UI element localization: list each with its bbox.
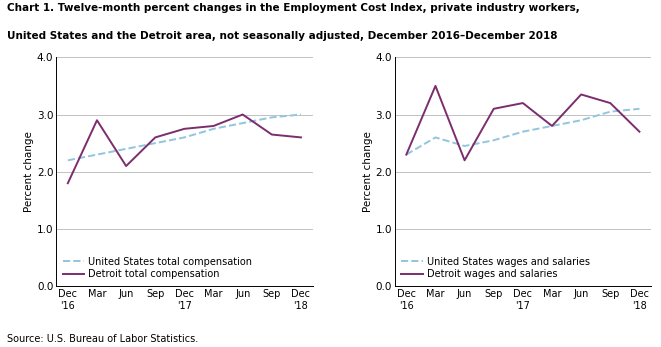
Detroit total compensation [180,127,188,131]
United States total compensation [239,121,247,125]
United States total compensation [122,147,130,151]
United States total compensation [210,127,217,131]
Detroit total compensation [268,133,276,137]
Detroit total compensation [297,135,305,139]
Line: United States total compensation: United States total compensation [68,115,301,160]
United States wages and salaries [490,138,498,142]
United States wages and salaries [461,144,469,148]
Detroit wages and salaries [606,101,614,105]
United States wages and salaries [606,110,614,114]
Detroit total compensation [122,164,130,168]
Text: Chart 1. Twelve-month percent changes in the Employment Cost Index, private indu: Chart 1. Twelve-month percent changes in… [7,3,579,14]
United States wages and salaries [432,135,440,139]
Text: Source: U.S. Bureau of Labor Statistics.: Source: U.S. Bureau of Labor Statistics. [7,333,198,344]
United States wages and salaries [548,124,556,128]
Detroit wages and salaries [461,158,469,162]
United States total compensation [268,115,276,119]
Detroit wages and salaries [519,101,527,105]
Legend: United States wages and salaries, Detroit wages and salaries: United States wages and salaries, Detroi… [399,255,592,281]
Detroit wages and salaries [490,107,498,111]
United States total compensation [297,112,305,117]
Line: United States wages and salaries: United States wages and salaries [407,109,639,155]
Detroit wages and salaries [635,129,643,134]
Legend: United States total compensation, Detroit total compensation: United States total compensation, Detroi… [61,255,254,281]
Y-axis label: Percent change: Percent change [363,131,373,212]
United States wages and salaries [635,107,643,111]
Y-axis label: Percent change: Percent change [24,131,34,212]
Detroit total compensation [64,181,72,185]
Line: Detroit total compensation: Detroit total compensation [68,115,301,183]
United States wages and salaries [577,118,585,122]
Detroit wages and salaries [577,92,585,96]
Detroit total compensation [210,124,217,128]
United States total compensation [64,158,72,162]
Detroit wages and salaries [403,153,410,157]
Detroit wages and salaries [432,84,440,88]
Detroit total compensation [93,118,101,122]
United States total compensation [180,135,188,139]
Detroit wages and salaries [548,124,556,128]
Text: United States and the Detroit area, not seasonally adjusted, December 2016–Decem: United States and the Detroit area, not … [7,31,557,41]
United States wages and salaries [519,129,527,134]
United States wages and salaries [403,153,410,157]
United States total compensation [93,153,101,157]
Detroit total compensation [239,112,247,117]
Line: Detroit wages and salaries: Detroit wages and salaries [407,86,639,160]
Detroit total compensation [151,135,159,139]
United States total compensation [151,141,159,145]
